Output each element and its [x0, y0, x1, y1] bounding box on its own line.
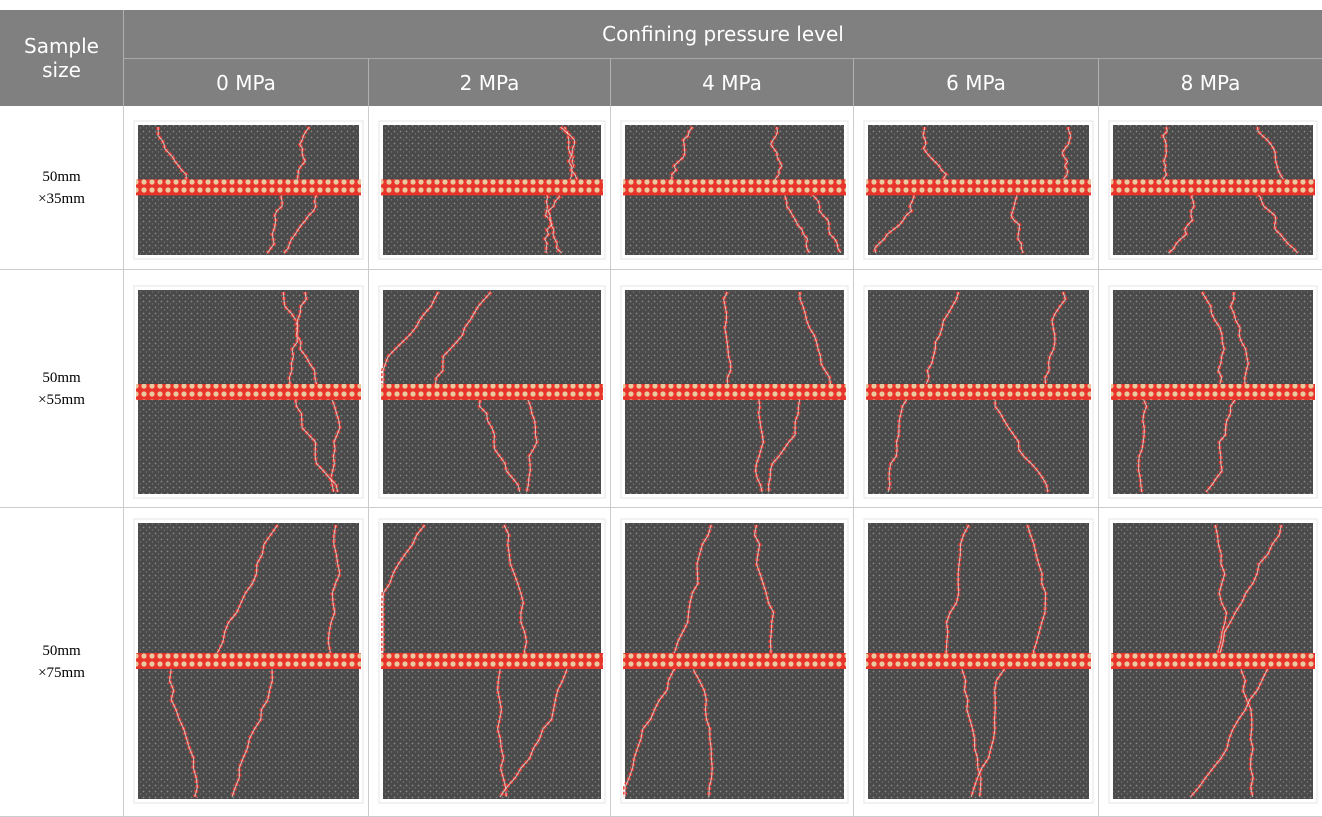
row-label-line: ×35mm	[38, 190, 85, 207]
column-header: 0 MPa	[123, 58, 368, 106]
image-cell	[123, 106, 368, 270]
image-cell	[123, 270, 368, 508]
simulation-image	[863, 120, 1094, 260]
row-label: 50mm ×35mm	[0, 106, 123, 270]
image-cell	[1098, 270, 1322, 508]
simulation-image	[378, 518, 606, 804]
image-cell	[853, 508, 1098, 817]
column-header: 8 MPa	[1098, 58, 1322, 106]
simulation-image	[863, 285, 1094, 499]
row-label-header: Sample size	[0, 10, 123, 106]
simulation-image	[620, 285, 849, 499]
row-label-line: 50mm	[42, 369, 81, 386]
column-header: 2 MPa	[368, 58, 610, 106]
column-header: 6 MPa	[853, 58, 1098, 106]
image-cell	[610, 270, 853, 508]
row-label: 50mm ×75mm	[0, 508, 123, 817]
simulation-image	[620, 120, 849, 260]
image-cell	[610, 508, 853, 817]
results-table: Sample size Confining pressure level 0 M…	[0, 10, 1322, 817]
row-label-line: ×55mm	[38, 391, 85, 408]
image-cell	[123, 508, 368, 817]
simulation-image	[863, 518, 1094, 804]
row-label: 50mm ×55mm	[0, 270, 123, 508]
row-label-line: ×75mm	[38, 665, 85, 681]
simulation-image	[133, 518, 364, 804]
image-cell	[853, 106, 1098, 270]
simulation-image	[1108, 518, 1318, 804]
column-header: 4 MPa	[610, 58, 853, 106]
simulation-image	[378, 285, 606, 499]
simulation-image	[133, 285, 364, 499]
row-label-line: 50mm	[42, 168, 81, 185]
image-cell	[368, 106, 610, 270]
simulation-image	[620, 518, 849, 804]
simulation-image	[1108, 120, 1318, 260]
image-cell	[368, 508, 610, 817]
simulation-image	[1108, 285, 1318, 499]
image-cell	[853, 270, 1098, 508]
image-cell	[368, 270, 610, 508]
image-cell	[610, 106, 853, 270]
image-cell	[1098, 508, 1322, 817]
simulation-image	[378, 120, 606, 260]
simulation-image	[133, 120, 364, 260]
row-label-line: 50mm	[42, 643, 81, 659]
image-cell	[1098, 106, 1322, 270]
group-header: Confining pressure level	[123, 10, 1322, 58]
